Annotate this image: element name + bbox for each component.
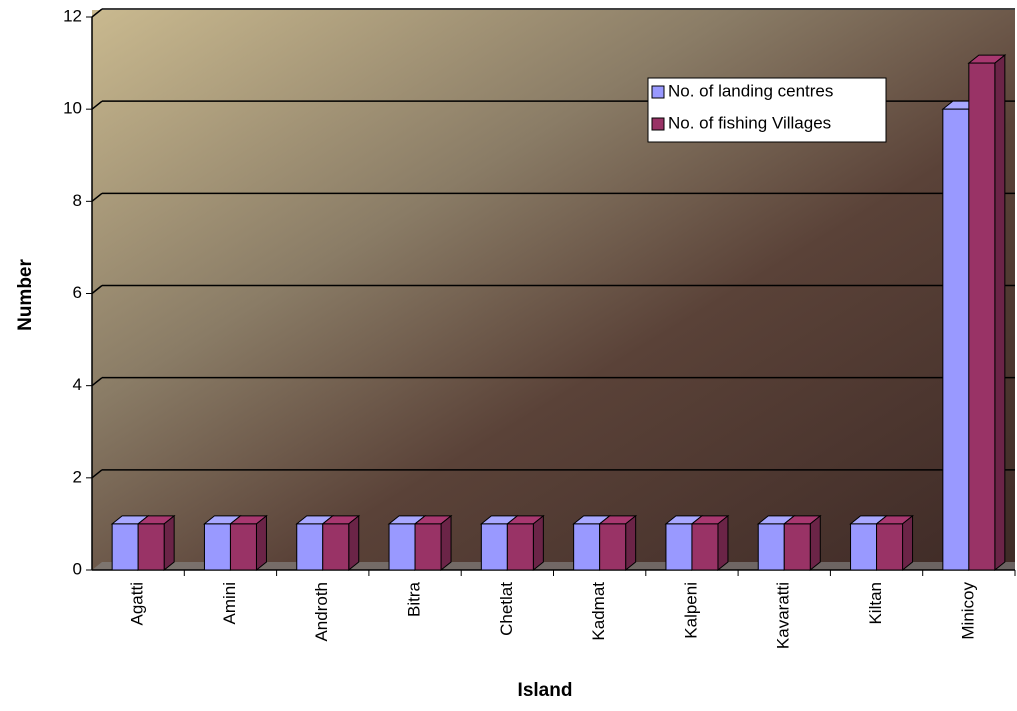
bar-front: [968, 62, 996, 571]
legend-swatch: [651, 85, 665, 99]
bar-side: [255, 514, 267, 572]
grid-line: [91, 377, 103, 387]
grid-line: [91, 284, 103, 295]
y-axis-title: Number: [15, 259, 36, 331]
bar-front: [942, 108, 970, 571]
bar-side: [809, 514, 821, 572]
legend: No. of landing centres No. of fishing Vil…: [647, 77, 887, 143]
bar-side: [532, 514, 544, 572]
legend-label: No. of fishing Villages: [668, 113, 831, 132]
bar-front: [691, 523, 719, 571]
bar: [967, 54, 1007, 572]
bar: [875, 514, 914, 572]
x-tick-label: Kadmat: [589, 582, 608, 641]
bar-front: [111, 523, 139, 571]
bar-side: [625, 514, 637, 572]
bar-side: [902, 514, 914, 572]
bar: [321, 514, 361, 572]
bar: [136, 514, 176, 572]
x-tick-label: Kavaratti: [774, 582, 793, 649]
y-tick-label: 12: [63, 6, 82, 25]
bar-front: [783, 523, 811, 571]
bar-front: [203, 523, 231, 571]
x-tick-label: Androth: [312, 582, 331, 642]
grid-line: [91, 192, 103, 202]
bar: [598, 514, 638, 572]
bar-front: [229, 523, 257, 571]
bar-side: [994, 54, 1006, 572]
x-tick-label: Minicoy: [958, 582, 977, 640]
bar-side: [348, 514, 360, 572]
bar-front: [322, 523, 350, 571]
bar-front: [414, 523, 442, 571]
bar-front: [850, 523, 878, 571]
bar: [690, 514, 730, 572]
x-tick-label: Kalpeni: [681, 582, 700, 639]
x-tick-label: Bitra: [405, 581, 424, 617]
y-tick-label: 8: [73, 191, 82, 210]
bar-front: [388, 523, 416, 571]
x-tick-label: Agatti: [128, 582, 147, 625]
y-tick-label: 0: [73, 559, 82, 578]
grid-line: [91, 469, 103, 479]
legend-swatch: [651, 117, 665, 131]
bar-front: [573, 523, 601, 571]
bar-front: [506, 523, 534, 571]
bar-front: [599, 523, 627, 571]
bar-front: [757, 523, 785, 571]
bar-side: [440, 514, 452, 572]
x-tick-label: Kiltan: [866, 582, 885, 625]
grid-line: [91, 8, 103, 18]
bar-front: [665, 523, 693, 571]
y-tick-label: 4: [73, 375, 82, 394]
x-tick-label: Amini: [220, 582, 239, 625]
bar: [782, 514, 822, 572]
grid-line: [91, 100, 103, 110]
x-tick-label: Chetlat: [497, 582, 516, 636]
bar: [413, 514, 453, 572]
bar-front: [480, 523, 508, 571]
x-axis-title: Island: [518, 680, 573, 701]
legend-box: [647, 77, 887, 143]
bar-front: [876, 523, 904, 571]
bar: [229, 514, 268, 572]
bar-side: [717, 514, 729, 572]
y-tick-label: 10: [63, 99, 82, 118]
bar-side: [163, 514, 175, 572]
legend-label: No. of landing centres: [668, 81, 833, 100]
bar: [505, 514, 545, 572]
bar-front: [296, 523, 324, 571]
y-tick-label: 6: [73, 283, 82, 302]
y-tick-label: 2: [73, 467, 82, 486]
bar-front: [137, 523, 165, 571]
